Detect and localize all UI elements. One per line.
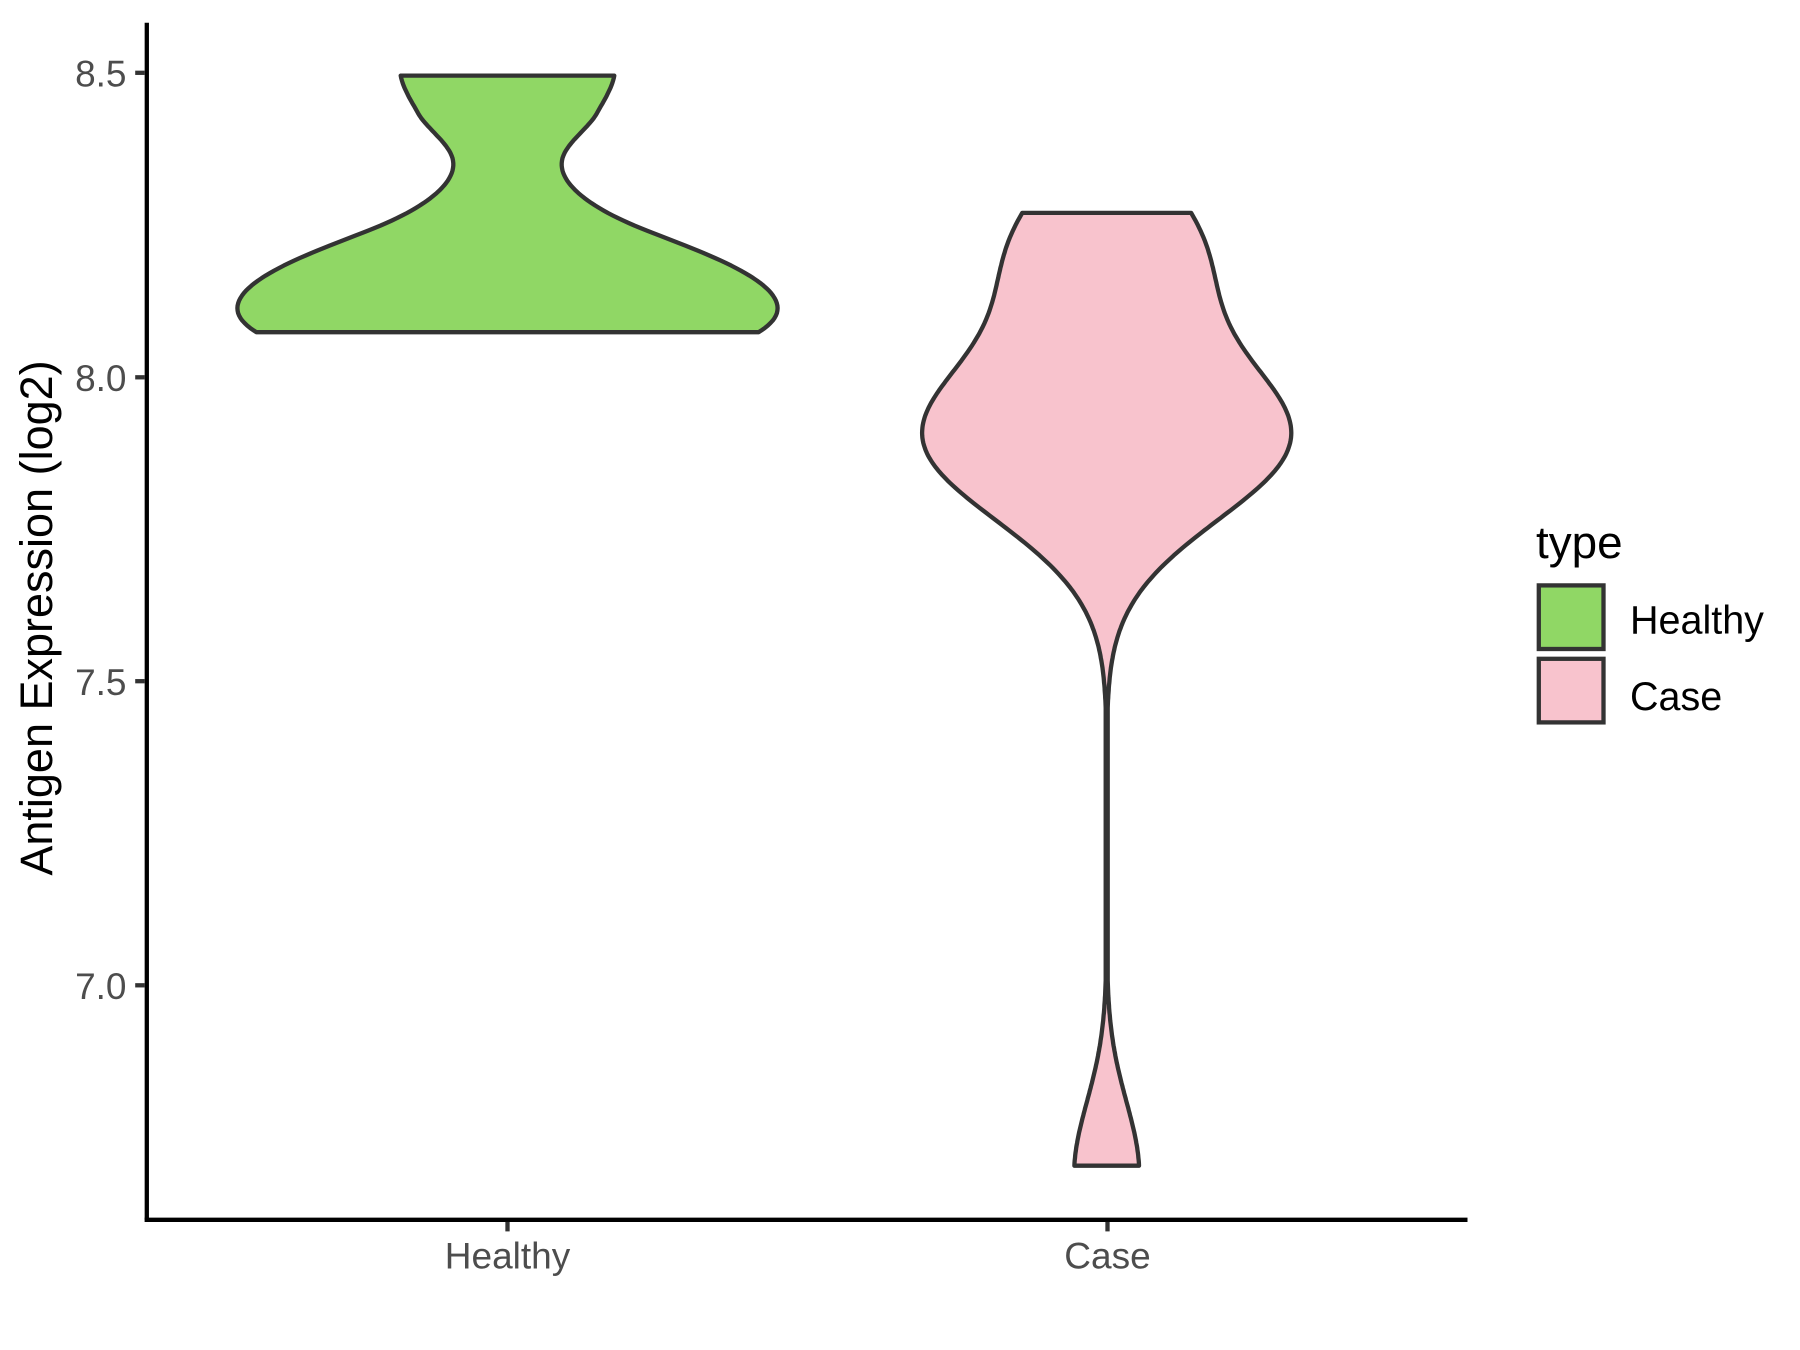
svg-text:8.5: 8.5	[75, 54, 126, 95]
svg-text:type: type	[1536, 517, 1623, 568]
svg-text:Case: Case	[1064, 1236, 1150, 1277]
svg-text:Healthy: Healthy	[1630, 599, 1764, 643]
svg-text:Case: Case	[1630, 675, 1722, 719]
svg-text:Antigen Expression (log2): Antigen Expression (log2)	[11, 360, 62, 875]
svg-text:Healthy: Healthy	[445, 1236, 571, 1277]
svg-text:7.5: 7.5	[75, 662, 126, 703]
svg-text:7.0: 7.0	[75, 966, 126, 1007]
svg-text:8.0: 8.0	[75, 358, 126, 399]
